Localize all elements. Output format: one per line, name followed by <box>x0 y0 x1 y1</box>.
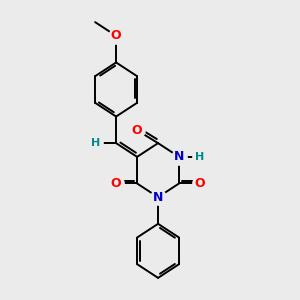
Text: N: N <box>174 150 184 164</box>
Text: O: O <box>195 177 205 190</box>
Text: H: H <box>91 138 100 148</box>
Text: H: H <box>195 152 205 162</box>
Text: O: O <box>111 177 122 190</box>
Text: N: N <box>153 191 163 204</box>
Text: O: O <box>111 29 122 42</box>
Text: O: O <box>132 124 142 137</box>
